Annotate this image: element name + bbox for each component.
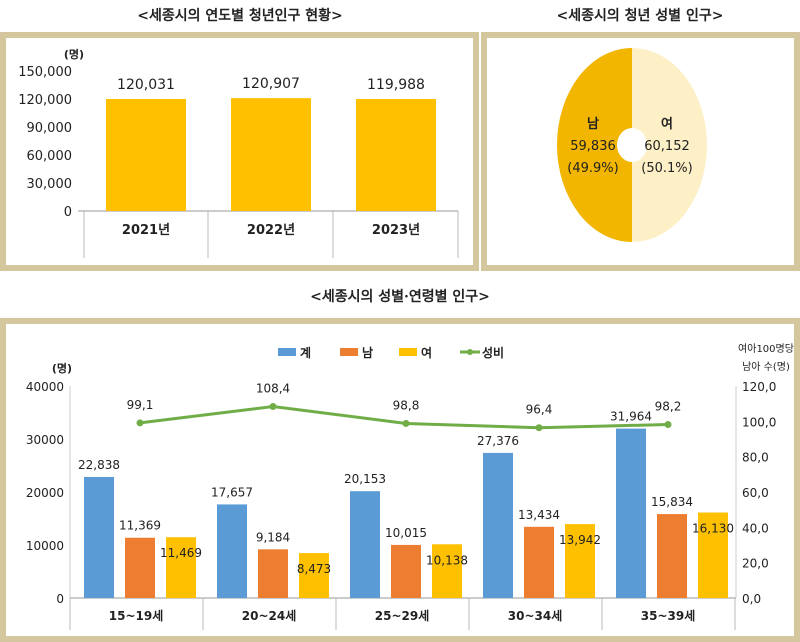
slice-percent: (50.1%)	[641, 161, 692, 176]
data-label: 120,031	[117, 77, 175, 93]
category-label: 30~34세	[508, 608, 563, 623]
y-tick-label: 40000	[26, 380, 64, 394]
data-label: 8,473	[297, 562, 331, 576]
y-tick-label: 90,000	[27, 121, 73, 136]
y-tick-label: 30000	[26, 433, 64, 447]
chart-title: <세종시의 청년 성별 인구>	[557, 7, 724, 24]
y-tick-label: 10000	[26, 539, 64, 553]
bar	[106, 98, 186, 211]
legend-marker	[467, 349, 473, 355]
y-tick-label: 30,000	[27, 177, 73, 192]
bar-여	[698, 512, 728, 598]
line-data-label: 99,1	[127, 398, 154, 412]
slice-value: 59,836	[570, 139, 616, 154]
bar-남	[657, 514, 687, 598]
line-data-label: 98,8	[393, 398, 420, 412]
bar-남	[125, 537, 155, 598]
line-data-label: 96,4	[526, 403, 553, 417]
bar-남	[524, 526, 554, 598]
y2-tick-label: 100,0	[742, 415, 776, 429]
data-label: 17,657	[211, 485, 253, 499]
y2-axis-unit: 남아 수(명)	[742, 361, 790, 373]
slice-value: 60,152	[644, 139, 690, 154]
bar-계	[84, 476, 114, 598]
data-label: 13,942	[559, 533, 601, 547]
bar-여	[299, 553, 329, 598]
bar-여	[166, 537, 196, 598]
pie-hole	[617, 128, 647, 162]
y-axis-unit: (명)	[64, 47, 84, 61]
data-label: 10,015	[385, 526, 427, 540]
category-label: 2023년	[372, 223, 420, 238]
y-tick-label: 120,000	[18, 93, 72, 108]
y2-tick-label: 0,0	[742, 592, 761, 606]
bar-계	[483, 452, 513, 598]
y2-tick-label: 80,0	[742, 451, 769, 465]
slice-name: 남	[587, 116, 599, 132]
pie-slice	[632, 48, 707, 242]
bar	[356, 99, 436, 211]
category-label: 35~39세	[641, 608, 696, 623]
data-label: 20,153	[344, 472, 386, 486]
category-label: 15~19세	[109, 608, 164, 623]
data-label: 9,184	[256, 530, 290, 544]
y-axis-unit: (명)	[52, 361, 72, 375]
data-label: 10,138	[426, 553, 468, 567]
y-tick-label: 60,000	[27, 149, 73, 164]
y-tick-label: 0	[56, 592, 64, 606]
category-label: 25~29세	[375, 608, 430, 623]
y2-tick-label: 60,0	[742, 486, 769, 500]
data-label: 11,469	[160, 546, 202, 560]
y2-tick-label: 120,0	[742, 380, 776, 394]
y-tick-label: 0	[64, 205, 72, 220]
y-tick-label: 20000	[26, 486, 64, 500]
bar-남	[391, 544, 421, 598]
category-label: 2021년	[122, 223, 170, 238]
y-tick-label: 150,000	[18, 65, 72, 80]
data-label: 22,838	[78, 458, 120, 472]
line-data-label: 108,4	[256, 381, 290, 395]
legend-swatch	[340, 348, 358, 356]
line-marker	[664, 421, 672, 429]
data-label: 11,369	[119, 519, 161, 533]
data-label: 27,376	[477, 434, 519, 448]
line-marker	[402, 419, 410, 427]
category-label: 20~24세	[242, 608, 297, 623]
data-label: 120,907	[242, 76, 300, 92]
bar-계	[616, 428, 646, 598]
bar-여	[432, 544, 462, 598]
data-label: 16,130	[692, 522, 734, 536]
line-marker	[136, 419, 144, 427]
y2-tick-label: 40,0	[742, 521, 769, 535]
bar	[231, 98, 311, 211]
line-data-label: 98,2	[655, 400, 682, 414]
data-label: 15,834	[651, 495, 693, 509]
category-label: 2022년	[247, 223, 295, 238]
legend-label: 계	[300, 345, 311, 360]
legend-swatch	[278, 348, 296, 356]
chart-title: <세종시의 연도별 청년인구 현황>	[137, 7, 343, 24]
data-label: 13,434	[518, 508, 560, 522]
legend-label: 성비	[482, 345, 504, 360]
data-label: 31,964	[610, 410, 652, 424]
y2-tick-label: 20,0	[742, 557, 769, 571]
y2-axis-unit: 여아100명당	[738, 343, 794, 355]
pie-slice	[557, 48, 632, 242]
bar-계	[350, 491, 380, 598]
slice-name: 여	[661, 116, 673, 132]
legend-label: 남	[362, 345, 373, 360]
bar-여	[565, 524, 595, 598]
data-label: 119,988	[367, 77, 425, 93]
line-marker	[535, 424, 543, 432]
chart-title: <세종시의 성별·연령별 인구>	[310, 288, 490, 305]
legend-label: 여	[421, 345, 432, 360]
line-marker	[269, 402, 277, 410]
bar-계	[217, 504, 247, 598]
legend-swatch	[399, 348, 417, 356]
slice-percent: (49.9%)	[567, 161, 618, 176]
bar-남	[258, 549, 288, 598]
